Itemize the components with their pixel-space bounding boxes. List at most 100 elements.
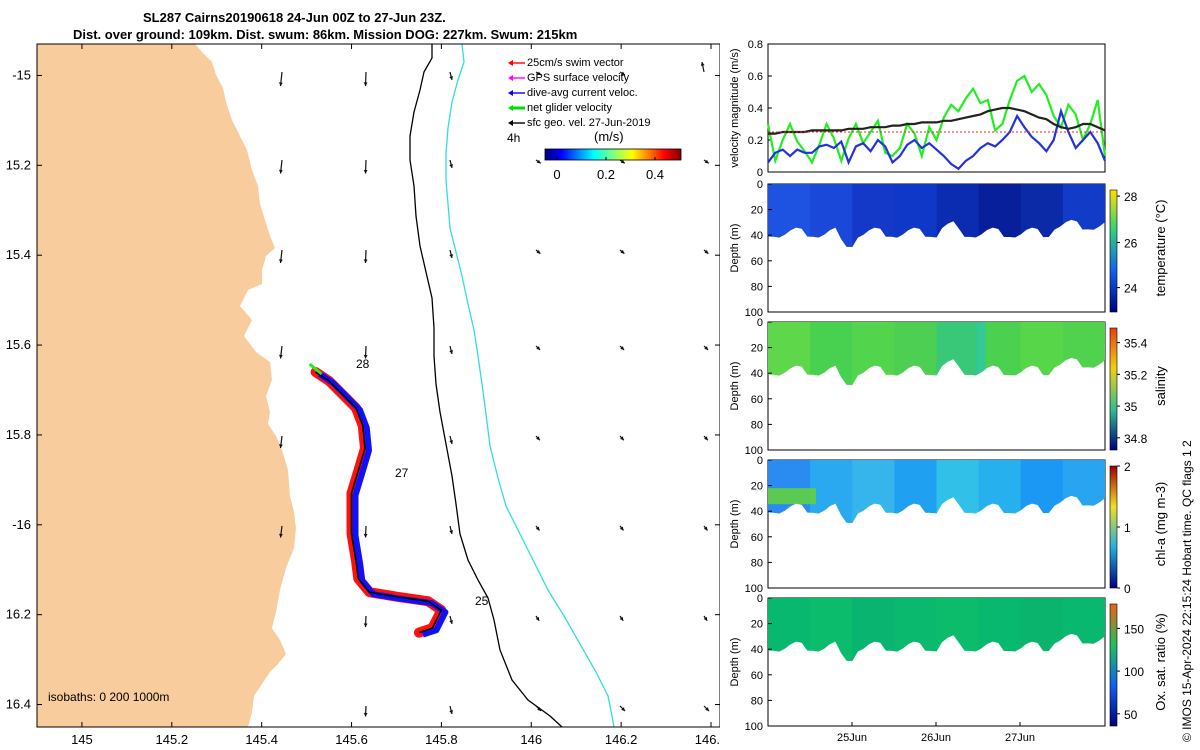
legend-arrow-icon (508, 104, 525, 111)
map-xtick-label: 146 (520, 732, 542, 747)
velocity-arrow (363, 71, 368, 87)
legend-label: dive-avg current veloc. (527, 86, 638, 99)
map-ytick-label: 16.2 (6, 607, 31, 622)
colorbar-label: salinity (1153, 366, 1168, 406)
glider-track-line (315, 371, 443, 634)
velocity-arrow (703, 159, 710, 164)
velocity-arrow (535, 249, 541, 255)
map-xtick-label: 145 (71, 732, 93, 747)
velocity-arrow (535, 159, 542, 164)
depth-axis-label: Depth (m) (729, 224, 741, 273)
depth-tick-label: 60 (751, 532, 763, 544)
time-tick-label: 26Jun (921, 732, 951, 744)
colorbar-tick-label: 35.4 (1124, 337, 1148, 351)
velocity-arrow (535, 71, 542, 76)
legend-item: GPS surface velocity (507, 70, 651, 85)
colorbar-tick-label: 0 (553, 167, 560, 182)
depth-tick-label: 20 (751, 619, 763, 631)
profile-panel: 0 20 40 60 80 100 Depth (m) 150 100 50 Ox. sat. ra… (729, 593, 1168, 733)
velocity-ytick-label: 0.6 (748, 71, 763, 83)
velocity-arrow (449, 249, 454, 259)
depth-tick-label: 0 (757, 455, 763, 467)
velocity-arrow (535, 525, 540, 531)
duration-label: 4h (507, 131, 521, 145)
velocity-arrow (619, 435, 625, 441)
legend-item: dive-avg current veloc. (507, 85, 651, 100)
velocity-arrow (619, 159, 626, 164)
copyright-note: © IMOS 15-Apr-2024 22:15:24 Hobart time.… (1180, 440, 1194, 742)
colorbar-tick-label: 1 (1124, 521, 1131, 535)
velocity-arrow (363, 615, 368, 628)
velocity-arrow (449, 705, 454, 715)
colorbar-tick-label: 2 (1124, 460, 1131, 474)
map-ytick-label: 16.4 (6, 697, 31, 712)
map-ytick-label: 15.4 (6, 247, 31, 262)
velocity-arrow (535, 345, 541, 351)
day-label-25: 25 (475, 594, 489, 608)
velocity-arrow (449, 71, 454, 81)
velocity-arrow (278, 71, 283, 87)
legend-item: 25cm/s swim vector (507, 55, 651, 70)
colorbar-label: chl-a (mg m-3) (1153, 482, 1168, 567)
velocity-ytick-label: 0.8 (748, 39, 763, 51)
velocity-arrow (703, 435, 709, 441)
depth-tick-label: 40 (751, 368, 763, 380)
legend-label: 25cm/s swim vector (527, 56, 624, 69)
colorbar-label: Ox. sat. ratio (%) (1153, 613, 1168, 711)
depth-tick-label: 80 (751, 557, 763, 569)
chl-high-patch (768, 488, 816, 505)
velocity-arrow (278, 159, 283, 174)
isobath-1000 (445, 44, 615, 727)
depth-tick-label: 0 (757, 179, 763, 191)
map-xtick-label: 145.6 (335, 732, 368, 747)
legend-arrow-icon (508, 59, 525, 66)
velocity-arrow (700, 61, 705, 73)
legend-label: sfc geo. vel. 27-Jun-2019 (527, 116, 651, 129)
colorbar-tick-label: 50 (1124, 708, 1138, 722)
map-ytick-label: -15 (12, 67, 31, 82)
depth-tick-label: 20 (751, 481, 763, 493)
velocity-arrow (703, 705, 710, 712)
velocity-ytick-label: 0.4 (748, 103, 763, 115)
depth-tick-label: 100 (745, 307, 763, 319)
legend-item: sfc geo. vel. 27-Jun-2019 (507, 115, 651, 130)
velocity-arrow (363, 525, 368, 538)
speed-colorbar: 0 0.2 0.4 (544, 148, 682, 182)
velocity-arrow (619, 525, 624, 531)
map-xtick-label: 145.8 (425, 732, 458, 747)
depth-tick-label: 60 (751, 394, 763, 406)
map-ytick-label: -16 (12, 517, 31, 532)
velocity-arrow (449, 159, 454, 169)
depth-tick-label: 80 (751, 419, 763, 431)
velocity-arrow (619, 345, 625, 351)
isobath-note: isobaths: 0 200 1000m (48, 690, 170, 704)
velocity-arrow (535, 435, 541, 441)
colorbar-tick-label: 24 (1124, 282, 1138, 296)
time-tick-label: 27Jun (1005, 732, 1035, 744)
map-xtick-label: 146.4 (695, 732, 720, 747)
depth-tick-label: 0 (757, 317, 763, 329)
depth-tick-label: 60 (751, 670, 763, 682)
velocity-arrow (535, 615, 540, 622)
colorbar-tick-label: 0.2 (597, 167, 615, 182)
map-xtick-label: 146.2 (605, 732, 638, 747)
glider-track (308, 362, 449, 638)
velocity-arrow (278, 249, 283, 264)
profile-panel: 0 20 40 60 80 100 Depth (m) 28 26 24 temperature (… (729, 179, 1168, 319)
depth-tick-label: 100 (745, 445, 763, 457)
velocity-arrow (703, 345, 709, 351)
profile-panel: 0 20 40 60 80 100 Depth (m) 35.4 35.2 35 34.8 salin… (729, 317, 1168, 457)
colorbar-tick-label: 35 (1124, 400, 1138, 414)
profile-colorbar (1109, 603, 1118, 727)
day-label-27: 27 (395, 466, 409, 480)
depth-tick-label: 0 (757, 593, 763, 605)
legend-label: net glider velocity (527, 101, 612, 114)
title-line-1: SL287 Cairns20190618 24-Jun 00Z to 27-Ju… (143, 10, 446, 25)
surface-velocity-arrows (278, 61, 710, 717)
colorbar-tick-label: 35.2 (1124, 368, 1148, 382)
velocity-arrow (703, 615, 708, 622)
velocity-arrow (619, 71, 626, 76)
velocity-arrow (363, 345, 368, 359)
isobath-200 (409, 44, 563, 727)
